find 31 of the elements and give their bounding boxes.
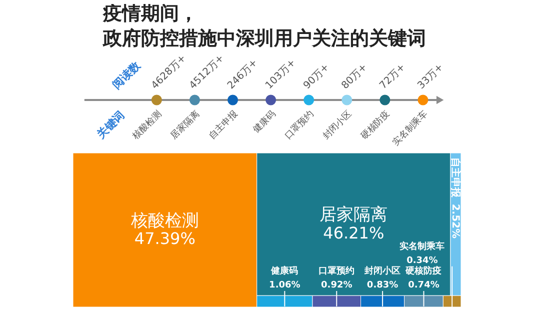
text: 关键词	[94, 108, 128, 142]
data-label: 2.52%	[450, 204, 461, 239]
data-label: 46.21%	[323, 224, 384, 243]
data-label: 72万+	[378, 62, 408, 92]
data-label: 0.83%	[366, 280, 398, 290]
data-label: 0.74%	[408, 280, 440, 290]
data-label: 80万+	[340, 62, 370, 92]
category-label: 自主申报	[450, 158, 462, 199]
category-label: 实名制乘车	[390, 108, 430, 148]
data-label: 33万+	[416, 62, 446, 92]
category-label: 硬核防疫	[358, 108, 392, 142]
category-label: 健康码	[251, 108, 278, 136]
data-label: 47.39%	[134, 229, 196, 248]
category-label: 核酸检测	[130, 108, 164, 142]
text: 政府防控措施中深圳用户关注的关键词	[102, 28, 426, 50]
category-label: 自主申报	[206, 108, 240, 142]
category-label: 封闭小区	[364, 266, 401, 277]
data-label: 1.06%	[269, 280, 300, 290]
category-label: 硬核防疫	[404, 266, 442, 277]
category-label: 口罩预约	[282, 108, 316, 142]
text: 阅读数	[110, 58, 144, 92]
data-label: 90万+	[302, 62, 332, 92]
category-label: 健康码	[270, 266, 298, 277]
data-label: 0.92%	[321, 280, 352, 290]
category-label: 实名制乘车	[400, 240, 445, 252]
category-label: 口罩预约	[318, 266, 355, 277]
category-label: 封闭小区	[320, 108, 354, 142]
category-label: 居家隔离	[168, 108, 202, 142]
category-label: 居家隔离	[320, 205, 388, 226]
category-label: 核酸检测	[130, 210, 199, 231]
data-label: 0.34%	[406, 256, 438, 266]
